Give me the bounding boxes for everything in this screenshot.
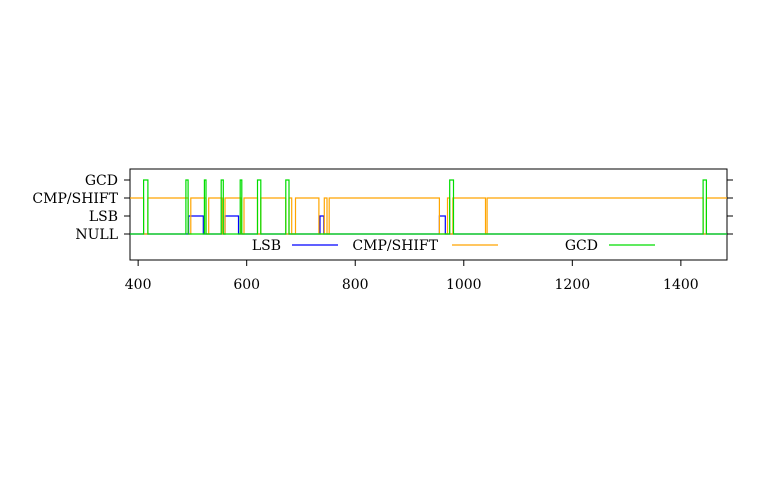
x-tick-label: 1200	[555, 277, 591, 293]
y-tick-label: CMP/SHIFT	[32, 191, 118, 207]
legend-label: GCD	[565, 238, 598, 254]
legend: LSB CMP/SHIFT GCD	[252, 238, 655, 254]
y-tick-label: LSB	[89, 209, 118, 225]
x-tick-label: 1000	[446, 277, 482, 293]
series-line-gcd	[130, 179, 727, 235]
series-line-cmp-shift	[130, 197, 727, 235]
plot-frame	[129, 168, 728, 261]
legend-label: CMP/SHIFT	[352, 238, 438, 254]
y-tick-label: GCD	[85, 173, 118, 189]
y-tick-label: NULL	[75, 227, 118, 243]
legend-label: LSB	[252, 238, 281, 254]
x-tick-label: 800	[342, 277, 369, 293]
series-line-lsb	[130, 215, 727, 235]
y-axis: NULL LSB CMP/SHIFT GCD	[32, 173, 733, 243]
series-layer	[130, 179, 727, 235]
x-tick-label: 400	[125, 277, 152, 293]
x-axis: 400 600 800 1000 1200 1400	[125, 260, 699, 293]
x-tick-label: 600	[233, 277, 260, 293]
x-tick-label: 1400	[663, 277, 699, 293]
